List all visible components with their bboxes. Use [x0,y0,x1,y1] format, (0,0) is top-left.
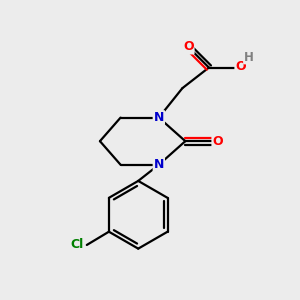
Text: O: O [236,60,246,73]
Text: N: N [154,111,164,124]
Text: O: O [212,135,223,148]
Text: H: H [244,51,254,64]
Text: Cl: Cl [70,238,83,251]
Text: O: O [183,40,194,53]
Text: N: N [154,158,164,171]
